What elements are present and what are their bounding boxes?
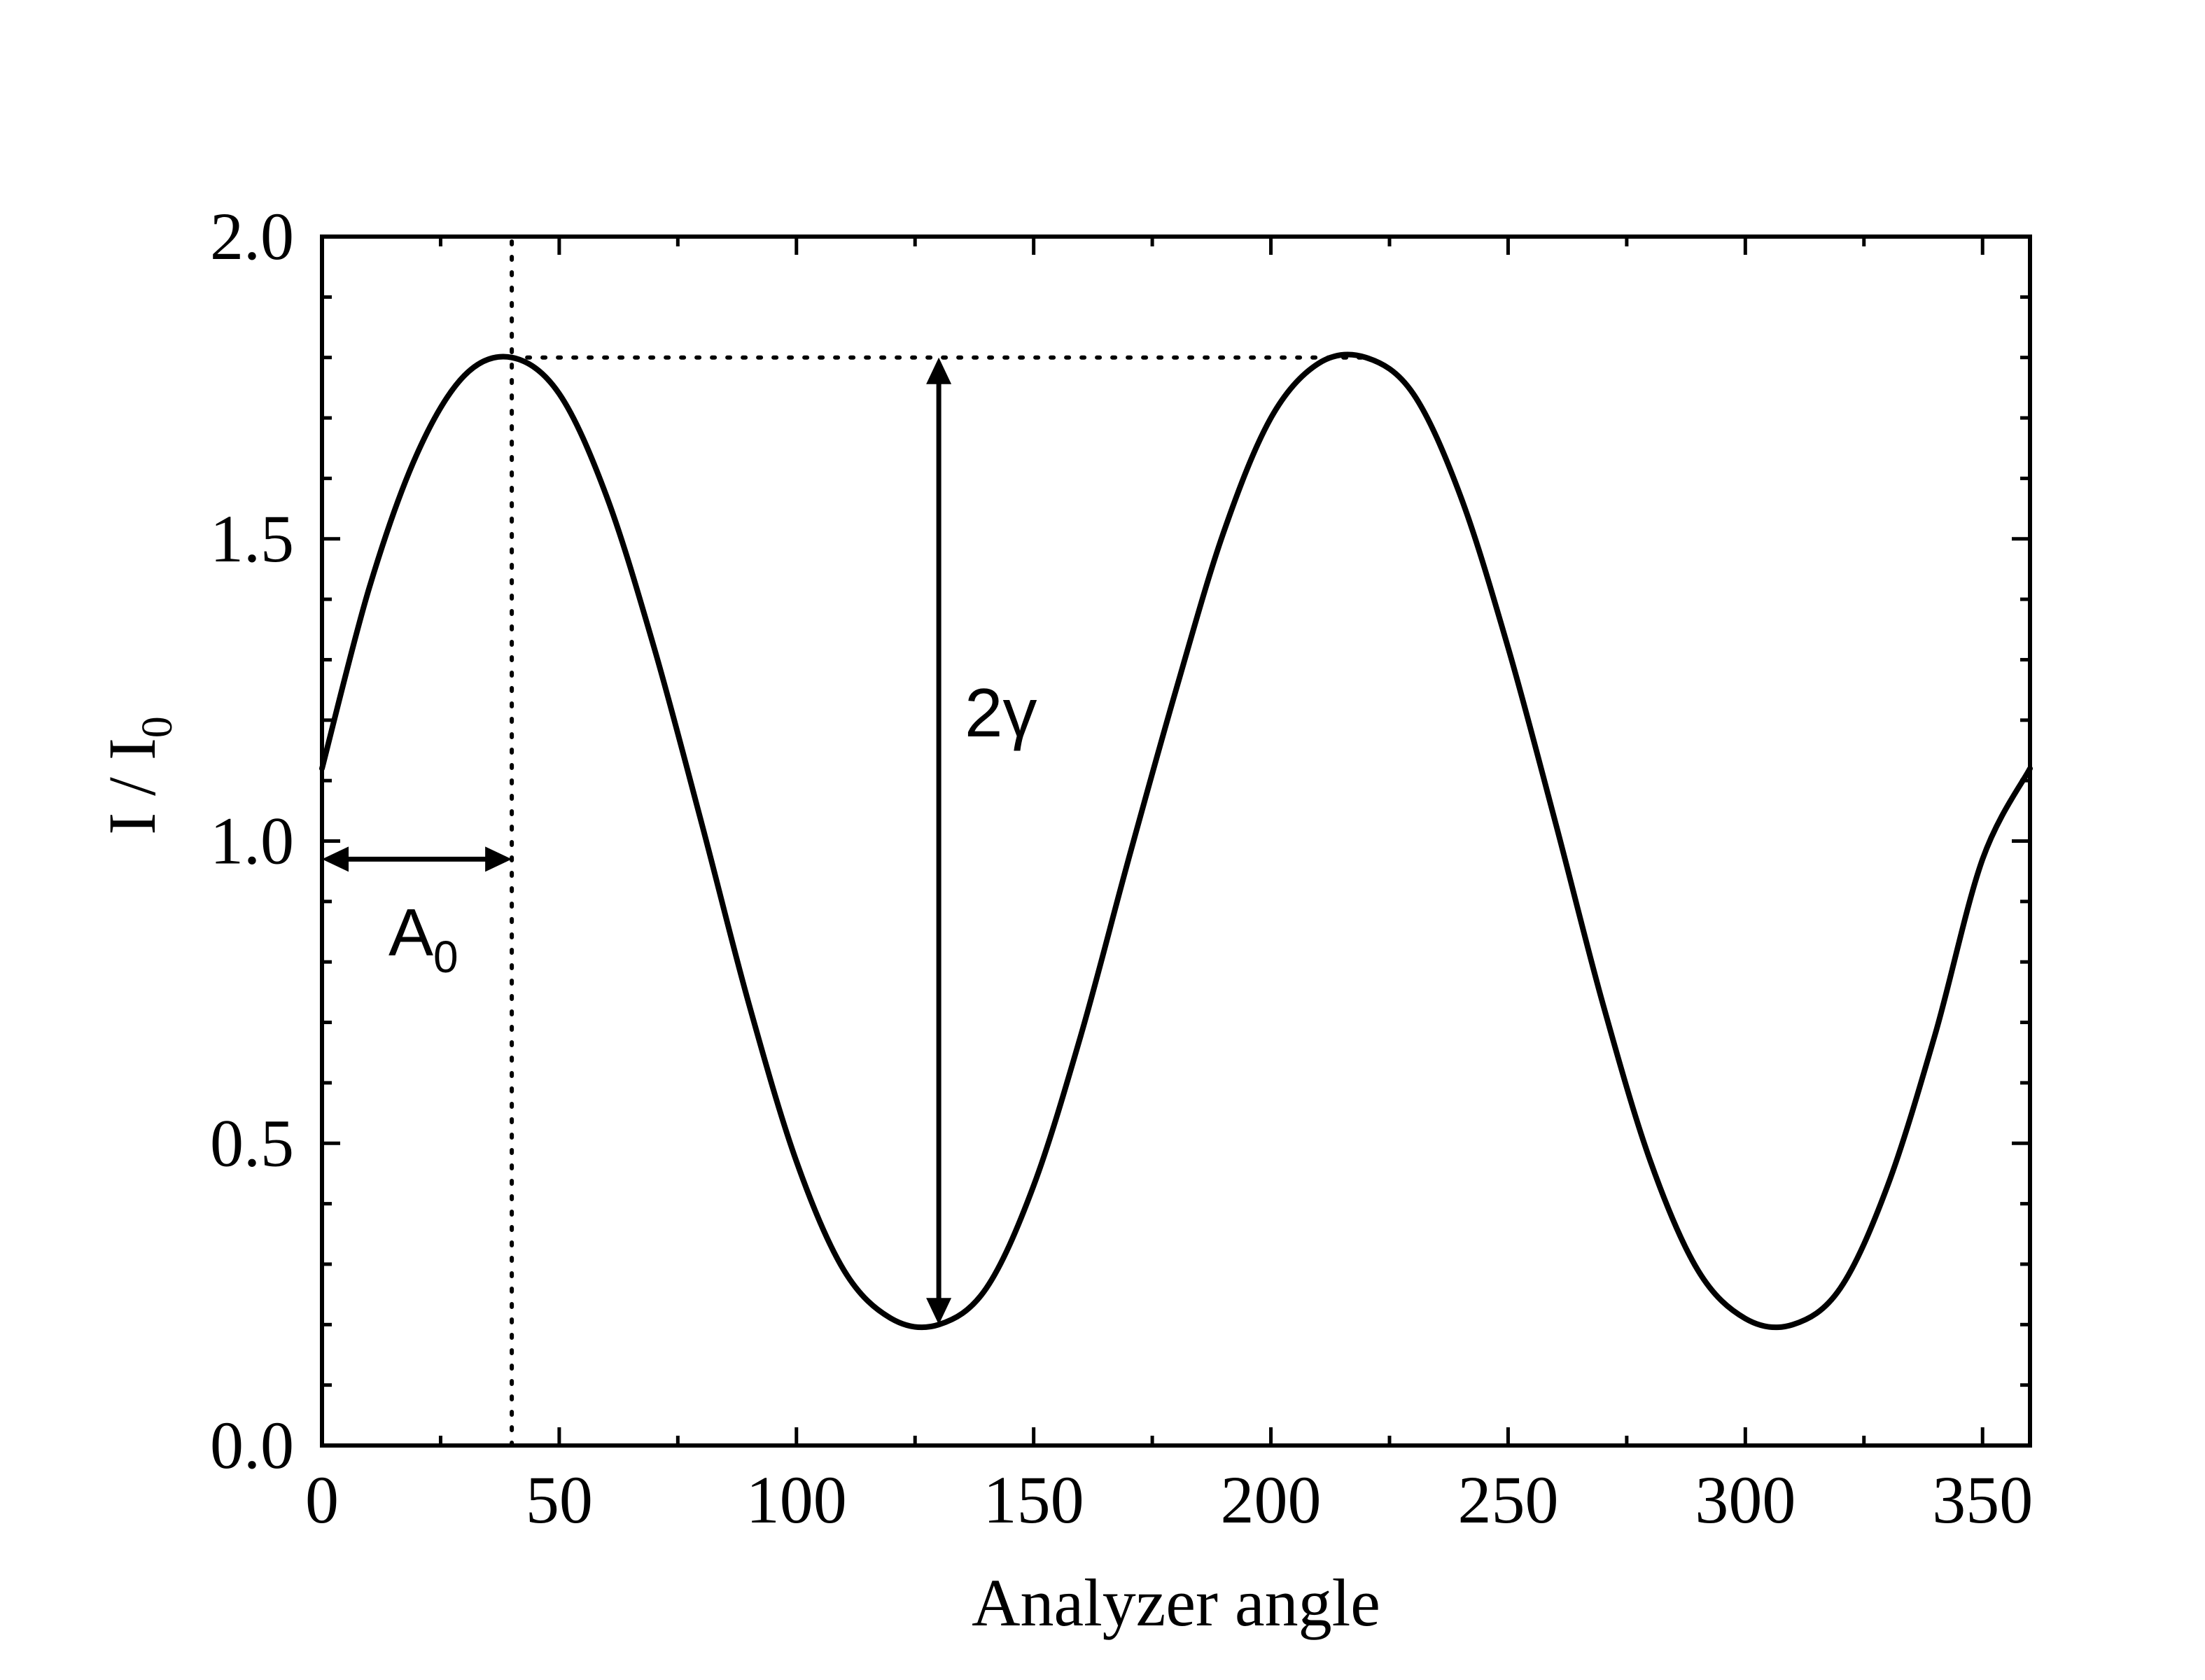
y-tick-label: 1.0 — [210, 804, 294, 878]
annotation-horizontal-arrow-head-right — [485, 846, 512, 872]
plot-frame — [320, 234, 2032, 1448]
annotation-vertical-arrow-head-bottom — [926, 1298, 952, 1325]
x-tick-label: 250 — [1457, 1462, 1558, 1537]
series-layer — [319, 351, 2033, 1331]
x-tick-label: 0 — [305, 1462, 339, 1537]
y-tick-label: 0.5 — [210, 1105, 294, 1180]
y-tick-label: 2.0 — [210, 199, 294, 274]
annotation-vertical-arrow-head-top — [926, 357, 952, 384]
reference-lines-layer — [510, 234, 1368, 1448]
y-axis-label-subscript: 0 — [134, 716, 181, 738]
a0-label-main: A — [388, 895, 433, 970]
x-tick-label: 350 — [1932, 1462, 2033, 1537]
y-axis-label-main: I / I — [94, 738, 169, 835]
x-axis-label: Analyzer angle — [972, 1565, 1380, 1640]
x-tick-label: 50 — [526, 1462, 593, 1537]
y-tick-label: 1.5 — [210, 501, 294, 576]
annotation-layer — [322, 357, 952, 1325]
x-tick-label: 200 — [1221, 1462, 1322, 1537]
gamma-label: 2γ — [965, 674, 1037, 751]
a0-label-subscript: 0 — [433, 932, 458, 982]
series-line-0 — [319, 351, 2033, 1331]
x-tick-label: 150 — [983, 1462, 1084, 1537]
x-tick-label: 300 — [1695, 1462, 1795, 1537]
annotation-horizontal-arrow-head-left — [322, 846, 349, 872]
a0-label-text: A0 — [388, 895, 458, 982]
y-axis-label: I / I0 — [94, 716, 181, 835]
y-tick-labels-layer: 0.0 0.5 1.0 1.5 2.0 — [210, 199, 294, 1483]
a0-label: A0 — [388, 895, 458, 982]
x-tick-label: 100 — [746, 1462, 847, 1537]
y-tick-label: 0.0 — [210, 1408, 294, 1483]
x-tick-labels-layer: 0 50 100 150 200 250 300 350 — [305, 1462, 2033, 1537]
